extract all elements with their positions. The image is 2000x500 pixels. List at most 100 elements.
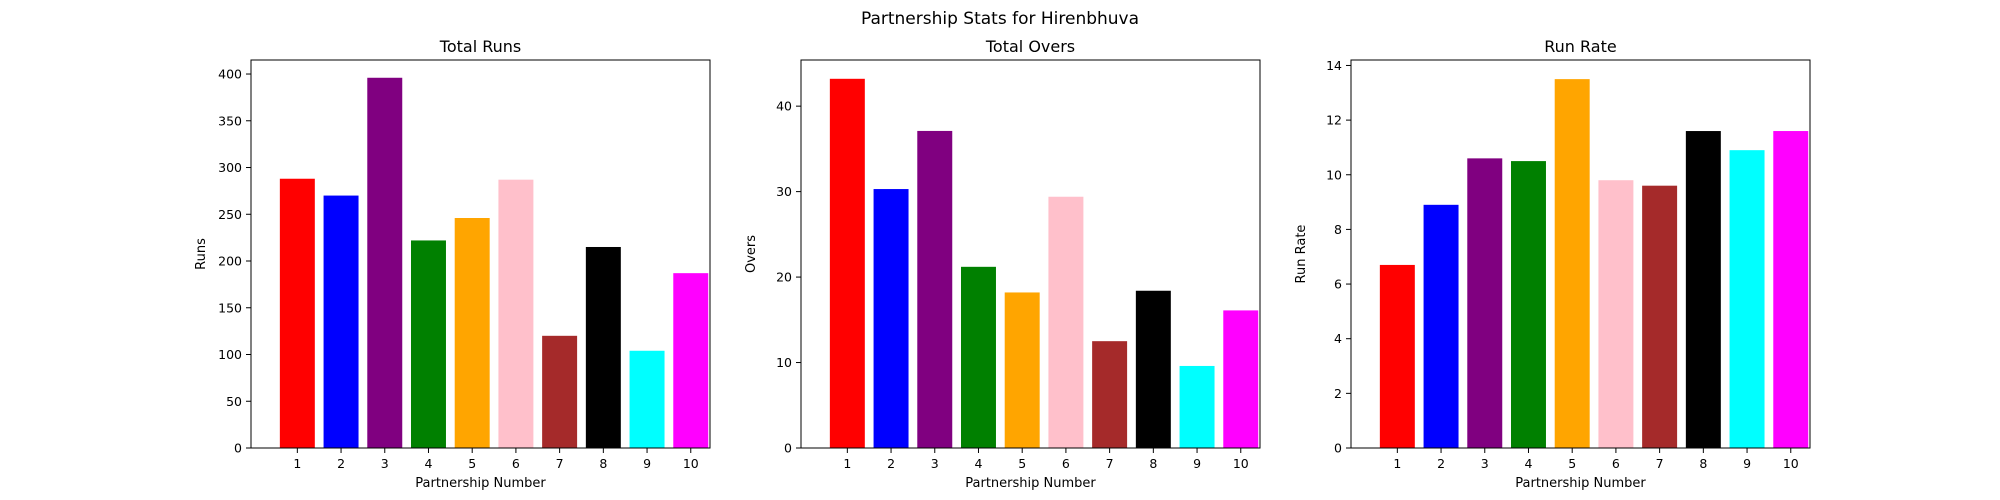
run-rate-title: Run Rate	[1544, 37, 1616, 56]
total-runs-bar-2	[323, 195, 359, 448]
total-overs-ytick-label: 30	[776, 184, 792, 199]
run-rate-ytick-label: 12	[1326, 113, 1342, 128]
total-runs-axes-frame	[250, 59, 711, 449]
run-rate-bar-5	[1554, 79, 1590, 448]
run-rate-xtick-label: 5	[1568, 456, 1576, 471]
total-runs-ytick-label: 150	[218, 300, 242, 315]
run-rate-ytick-label: 4	[1334, 331, 1342, 346]
total-runs-xtick-label: 1	[293, 456, 301, 471]
total-overs-bar-8	[1135, 290, 1171, 448]
total-overs-bar-4	[960, 266, 996, 448]
total-runs-bar-6	[498, 179, 534, 448]
total-runs-ytick-label: 400	[218, 67, 242, 82]
total-runs-xtick-label: 6	[512, 456, 520, 471]
total-overs-xtick-label: 2	[887, 456, 895, 471]
run-rate-bar-7	[1642, 185, 1678, 449]
run-rate-xtick-label: 1	[1393, 456, 1401, 471]
total-overs-bar-6	[1048, 196, 1084, 448]
total-overs-ytick-label: 40	[776, 99, 792, 114]
total-overs-ytick-label: 10	[776, 355, 792, 370]
total-runs-xtick-label: 10	[683, 456, 699, 471]
total-runs-ytick-label: 350	[218, 113, 242, 128]
run-rate-bar-8	[1685, 131, 1721, 449]
total-overs-xtick-label: 4	[975, 456, 983, 471]
run-rate-ytick-label: 2	[1334, 386, 1342, 401]
run-rate-ytick-label: 10	[1326, 167, 1342, 182]
total-overs-bar-9	[1179, 365, 1215, 448]
total-runs-ylabel: Runs	[194, 238, 209, 270]
total-runs-xtick-label: 4	[425, 456, 433, 471]
total-runs-bar-7	[542, 335, 578, 448]
total-runs-ytick-label: 50	[226, 394, 242, 409]
run-rate-bar-9	[1729, 150, 1765, 449]
total-overs-xtick-label: 8	[1149, 456, 1157, 471]
run-rate-bar-3	[1467, 158, 1503, 448]
total-overs-bar-10	[1223, 310, 1259, 448]
total-runs-ytick-label: 100	[218, 347, 242, 362]
total-runs-bar-3	[367, 77, 403, 448]
figure-suptitle: Partnership Stats for Hirenbhuva	[861, 9, 1139, 29]
total-runs-xlabel: Partnership Number	[415, 476, 546, 491]
run-rate-xtick-label: 7	[1656, 456, 1664, 471]
run-rate-ytick-label: 6	[1334, 277, 1342, 292]
total-overs-xtick-label: 3	[931, 456, 939, 471]
total-runs-ytick-label: 200	[218, 254, 242, 269]
total-runs-ytick-label: 300	[218, 160, 242, 175]
total-runs-xtick-label: 3	[381, 456, 389, 471]
run-rate-ytick-label: 14	[1326, 58, 1342, 73]
total-overs-ytick-label: 20	[776, 270, 792, 285]
total-runs-xtick-label: 5	[468, 456, 476, 471]
total-overs-bar-2	[873, 189, 909, 448]
total-overs-xtick-label: 9	[1193, 456, 1201, 471]
total-overs-xtick-label: 7	[1106, 456, 1114, 471]
run-rate-bar-2	[1423, 204, 1459, 448]
run-rate-bar-10	[1773, 131, 1809, 449]
total-overs-bar-7	[1092, 341, 1128, 448]
total-overs-xtick-label: 5	[1018, 456, 1026, 471]
total-overs-xtick-label: 1	[843, 456, 851, 471]
total-runs-xtick-label: 7	[556, 456, 564, 471]
run-rate-xlabel: Partnership Number	[1515, 476, 1646, 491]
total-overs-axes-frame	[800, 59, 1261, 449]
total-runs-ytick-label: 0	[234, 441, 242, 456]
total-overs-bar-1	[829, 78, 865, 449]
run-rate-xtick-label: 8	[1699, 456, 1707, 471]
run-rate-bar-1	[1379, 264, 1415, 448]
total-runs-title: Total Runs	[439, 37, 521, 56]
total-overs-chart: Total Overs 1 2 3 4 5 6 7 8 9 10 0 10 20 30 40 Partnersh…	[744, 37, 1261, 491]
run-rate-axes-frame	[1350, 59, 1811, 449]
run-rate-xtick-label: 10	[1783, 456, 1799, 471]
total-runs-xtick-label: 2	[337, 456, 345, 471]
total-runs-ytick-label: 250	[218, 207, 242, 222]
total-runs-bar-9	[629, 350, 665, 448]
total-overs-xtick-label: 10	[1233, 456, 1249, 471]
total-runs-bar-8	[585, 246, 621, 448]
run-rate-ytick-label: 0	[1334, 441, 1342, 456]
total-overs-ytick-label: 0	[784, 441, 792, 456]
total-overs-bar-5	[1004, 292, 1040, 448]
total-runs-bar-5	[454, 218, 490, 448]
run-rate-bar-6	[1598, 180, 1634, 449]
total-runs-bar-1	[279, 178, 315, 448]
total-overs-ylabel: Overs	[744, 235, 759, 273]
run-rate-xtick-label: 9	[1743, 456, 1751, 471]
run-rate-xtick-label: 3	[1481, 456, 1489, 471]
total-overs-xlabel: Partnership Number	[965, 476, 1096, 491]
total-overs-title: Total Overs	[985, 37, 1075, 56]
total-runs-xtick-label: 9	[643, 456, 651, 471]
total-overs-bar-3	[917, 130, 953, 449]
run-rate-xtick-label: 6	[1612, 456, 1620, 471]
total-runs-bar-4	[410, 240, 446, 448]
run-rate-xtick-label: 4	[1525, 456, 1533, 471]
run-rate-bar-4	[1510, 161, 1546, 449]
run-rate-ylabel: Run Rate	[1294, 225, 1309, 284]
total-overs-xtick-label: 6	[1062, 456, 1070, 471]
run-rate-ytick-label: 8	[1334, 222, 1342, 237]
total-runs-xtick-label: 8	[599, 456, 607, 471]
total-runs-bar-10	[673, 273, 709, 448]
run-rate-xtick-label: 2	[1437, 456, 1445, 471]
